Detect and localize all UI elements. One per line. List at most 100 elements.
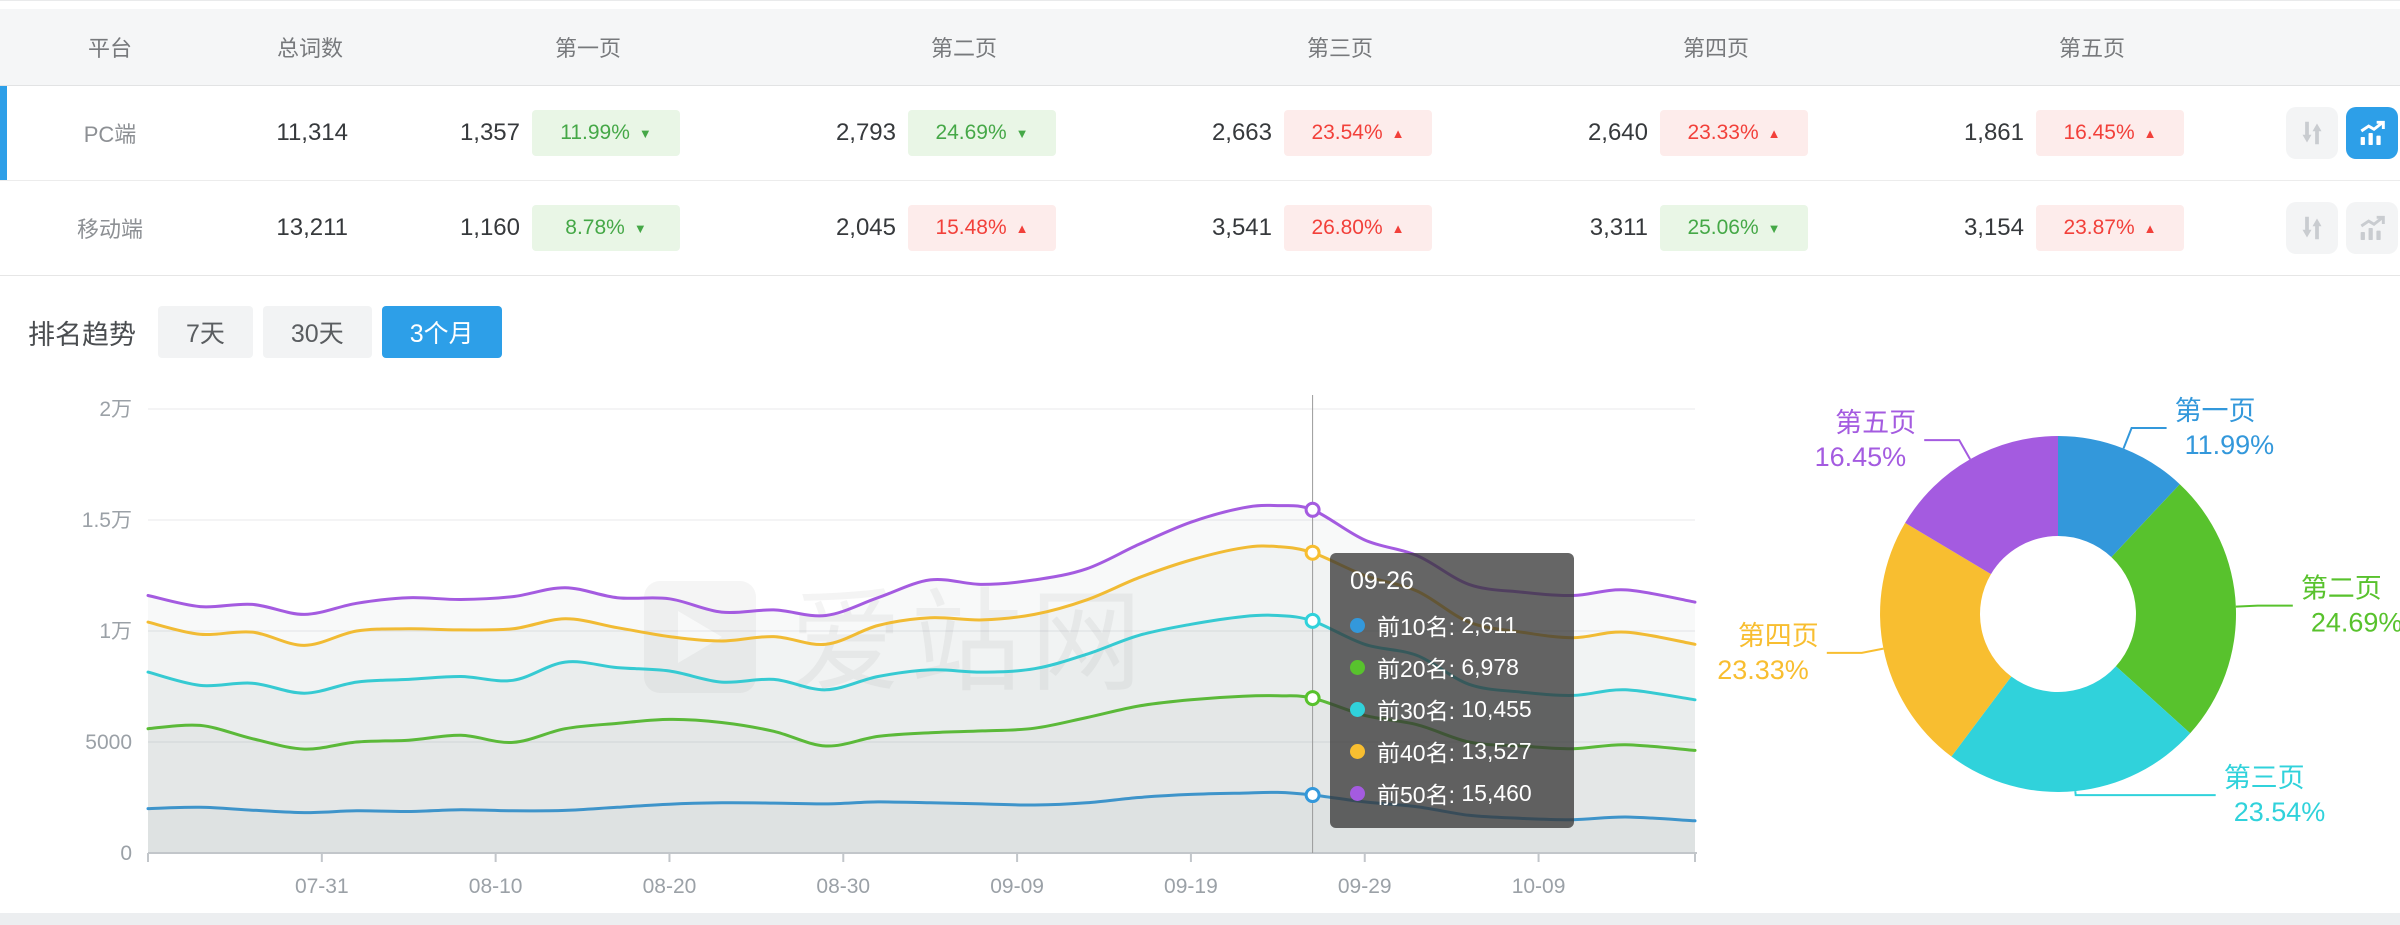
- percent-badge: 23.87% ▲: [2036, 205, 2184, 251]
- row-actions: [2280, 202, 2400, 254]
- percent-badge: 23.54% ▲: [1284, 110, 1432, 156]
- trend-section-header: 排名趋势 7天 30天 3个月: [28, 306, 512, 358]
- x-axis-label: 09-09: [990, 875, 1044, 898]
- series-dot-top40: [1350, 743, 1365, 759]
- table-row-0[interactable]: PC端 11,314 1,357 11.99% ▼ 2,793 24.69% ▼ 2,663 23…: [0, 86, 2400, 181]
- percent-value: 24.69%: [935, 121, 1007, 144]
- triangle-up-icon: ▲: [1015, 220, 1029, 236]
- page-count: 2,640: [1587, 119, 1648, 146]
- percent-badge: 16.45% ▲: [2036, 110, 2184, 156]
- total-words-value: 11,314: [276, 119, 348, 146]
- triangle-down-icon: ▼: [1015, 125, 1029, 141]
- tooltip-row: 前50名15,460: [1350, 772, 1554, 814]
- x-axis-label: 07-31: [295, 875, 349, 898]
- donut-label-name: 第二页: [2301, 574, 2382, 604]
- donut-slice-page-1[interactable]: [2058, 436, 2180, 558]
- percent-value: 16.45%: [2063, 121, 2135, 144]
- page-count: 1,357: [459, 119, 520, 146]
- triangle-up-icon: ▲: [2143, 125, 2157, 141]
- tooltip-row: 前30名10,455: [1350, 688, 1554, 730]
- triangle-up-icon: ▲: [2143, 220, 2157, 236]
- trend-title: 排名趋势: [28, 319, 136, 350]
- sort-button[interactable]: [2286, 107, 2338, 159]
- page-cell-2: 2,045 15.48% ▲: [776, 205, 1152, 251]
- row-actions: [2280, 107, 2400, 159]
- donut-label-leader: [2122, 427, 2167, 449]
- page-cell-3: 2,663 23.54% ▲: [1152, 110, 1528, 156]
- donut-slice-page-5[interactable]: [1905, 436, 2058, 575]
- series-dot-top20: [1350, 659, 1365, 675]
- hover-marker-2: [1304, 612, 1321, 629]
- triangle-up-icon: ▲: [1767, 125, 1781, 141]
- y-axis-label: 1万: [99, 620, 132, 643]
- rank-trend-line-chart: 050001万1.5万2万爱站网07-3108-1008-2008-3009-0…: [82, 395, 1697, 898]
- page-count: 3,154: [1963, 214, 2024, 241]
- percent-badge: 11.99% ▼: [532, 110, 680, 156]
- page-count: 2,045: [835, 214, 896, 241]
- donut-label-percent: 23.54%: [2234, 797, 2326, 827]
- tooltip-row: 前40名13,527: [1350, 730, 1554, 772]
- range-button-7d[interactable]: 7天: [158, 306, 253, 358]
- donut-label-name: 第四页: [1738, 621, 1819, 651]
- donut-label-percent: 23.33%: [1717, 655, 1809, 685]
- page-count: 2,663: [1211, 119, 1272, 146]
- page-count: 1,160: [459, 214, 520, 241]
- col-header-page2: 第二页: [930, 36, 997, 61]
- tooltip-row: 前10名2,611: [1350, 604, 1554, 646]
- donut-label-leader: [1924, 439, 1971, 460]
- donut-slice-page-2[interactable]: [2111, 484, 2237, 734]
- hover-marker-3: [1304, 544, 1321, 561]
- donut-label-leader: [2235, 604, 2293, 608]
- table-row-1[interactable]: 移动端 13,211 1,160 8.78% ▼ 2,045 15.48% ▲ 3,541 26.…: [0, 181, 2400, 276]
- x-axis-label: 09-29: [1338, 875, 1392, 898]
- col-header-total: 总词数: [276, 36, 343, 61]
- percent-value: 15.48%: [935, 216, 1007, 239]
- page-cell-1: 1,160 8.78% ▼: [400, 205, 776, 251]
- hover-marker-0: [1304, 787, 1321, 804]
- percent-value: 11.99%: [560, 121, 630, 144]
- percent-value: 26.80%: [1311, 216, 1383, 239]
- page-cell-4: 3,311 25.06% ▼: [1528, 205, 1904, 251]
- donut-label-name: 第三页: [2224, 763, 2305, 793]
- donut-slice-page-3[interactable]: [1951, 666, 2191, 792]
- percent-badge: 8.78% ▼: [532, 205, 680, 251]
- page-cell-1: 1,357 11.99% ▼: [400, 110, 776, 156]
- page-count: 3,311: [1589, 214, 1648, 241]
- x-axis-label: 08-20: [643, 875, 697, 898]
- section-divider: [0, 275, 2400, 276]
- percent-value: 8.78%: [565, 216, 625, 239]
- platform-label: PC端: [83, 122, 137, 147]
- donut-label-percent: 11.99%: [2185, 430, 2275, 460]
- percent-value: 23.54%: [1311, 121, 1383, 144]
- donut-label-percent: 24.69%: [2311, 608, 2400, 638]
- donut-slice-page-4[interactable]: [1880, 522, 2012, 757]
- show-chart-button[interactable]: [2346, 202, 2398, 254]
- total-words-value: 13,211: [276, 214, 348, 241]
- sort-button[interactable]: [2286, 202, 2338, 254]
- percent-value: 23.87%: [2063, 216, 2135, 239]
- series-area-4: [148, 505, 1695, 853]
- series-dot-top30: [1350, 701, 1365, 717]
- percent-badge: 25.06% ▼: [1660, 205, 1808, 251]
- triangle-down-icon: ▼: [638, 125, 652, 141]
- platform-label: 移动端: [76, 217, 143, 242]
- page-count: 1,861: [1963, 119, 2024, 146]
- donut-label-leader: [2074, 791, 2216, 797]
- col-header-page1: 第一页: [554, 36, 621, 61]
- tooltip-date: 09-26: [1350, 567, 1414, 595]
- range-button-30d[interactable]: 30天: [262, 306, 372, 358]
- col-header-page3: 第三页: [1306, 36, 1373, 61]
- show-chart-button[interactable]: [2346, 107, 2398, 159]
- page-count: 2,793: [835, 119, 896, 146]
- donut-label-name: 第五页: [1835, 408, 1916, 438]
- y-axis-label: 2万: [99, 398, 132, 421]
- triangle-up-icon: ▲: [1391, 125, 1405, 141]
- bottom-strip: [0, 913, 2400, 925]
- x-axis-label: 08-30: [816, 875, 870, 898]
- col-header-platform: 平台: [87, 36, 132, 61]
- x-axis-label: 09-19: [1164, 875, 1218, 898]
- range-button-3m[interactable]: 3个月: [381, 306, 502, 358]
- series-dot-top50: [1350, 785, 1365, 801]
- series-dot-top10: [1350, 617, 1365, 633]
